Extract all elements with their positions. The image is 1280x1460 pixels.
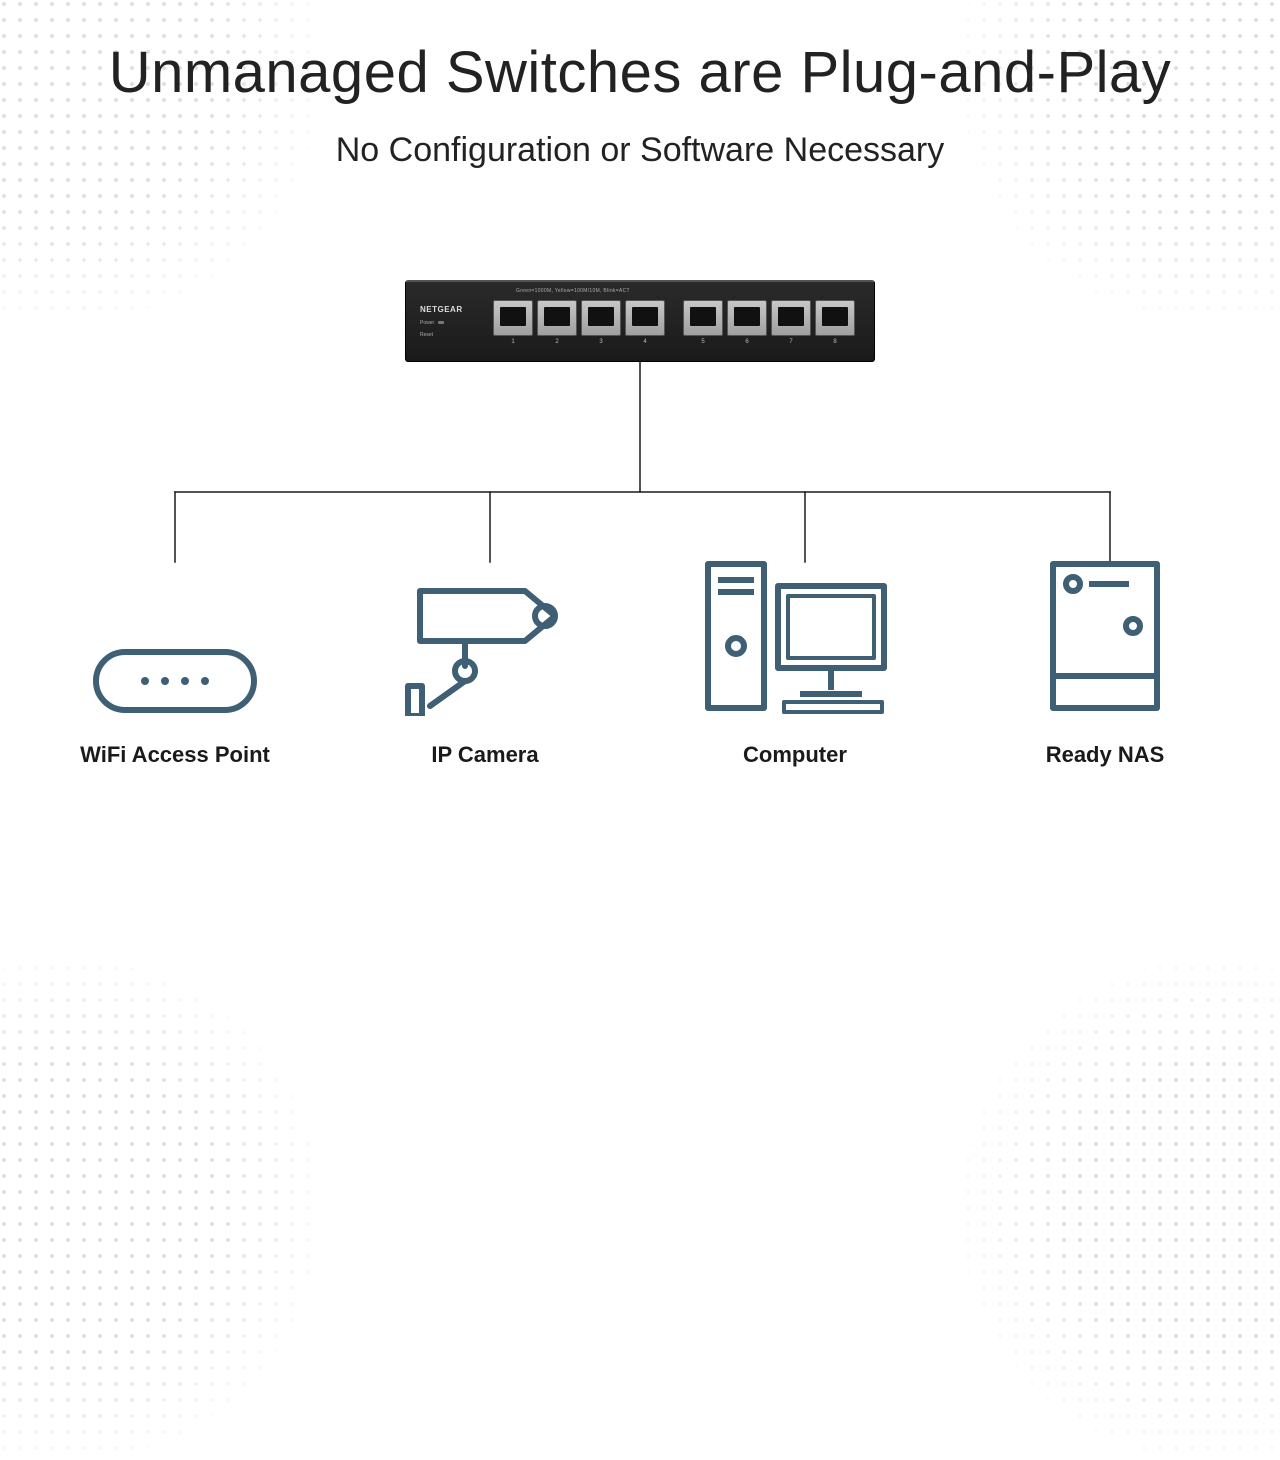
ethernet-port: 4 [625, 300, 665, 336]
switch-ports: 1 2 3 4 5 6 7 8 [484, 300, 864, 342]
switch-left-panel: NETGEAR Power Reset [416, 305, 484, 338]
page-subtitle: No Configuration or Software Necessary [336, 131, 945, 170]
node-label: Computer [743, 742, 847, 768]
reset-label: Reset [420, 332, 433, 338]
nodes-row: WiFi Access Point [0, 566, 1280, 768]
page-title: Unmanaged Switches are Plug-and-Play [109, 40, 1172, 107]
node-ready-nas: Ready NAS [1020, 566, 1190, 768]
node-label: Ready NAS [1046, 742, 1165, 768]
connector-tree [60, 362, 1220, 572]
infographic-root: Unmanaged Switches are Plug-and-Play No … [0, 0, 1280, 1280]
node-ip-camera: IP Camera [400, 566, 570, 768]
node-label: WiFi Access Point [80, 742, 270, 768]
power-led-icon [438, 321, 444, 324]
switch-brand: NETGEAR [420, 305, 463, 314]
node-wifi-access-point: WiFi Access Point [90, 566, 260, 768]
ethernet-port: 3 [581, 300, 621, 336]
switch-body: Green=1000M, Yellow=100M/10M, Blink=ACT … [405, 280, 875, 362]
ethernet-port: 5 [683, 300, 723, 336]
ethernet-port: 1 [493, 300, 533, 336]
power-label: Power [420, 320, 434, 326]
port-group: 1 2 3 4 [493, 300, 665, 336]
switch-legend: Green=1000M, Yellow=100M/10M, Blink=ACT [516, 288, 630, 294]
nas-icon [1045, 556, 1165, 716]
node-label: IP Camera [431, 742, 538, 768]
ethernet-port: 2 [537, 300, 577, 336]
ip-camera-icon [400, 566, 570, 716]
access-point-icon [90, 646, 260, 716]
computer-icon [700, 556, 890, 716]
ethernet-port: 7 [771, 300, 811, 336]
node-computer: Computer [710, 566, 880, 768]
switch-power-indicator: Power [420, 320, 444, 326]
ethernet-port: 8 [815, 300, 855, 336]
ethernet-port: 6 [727, 300, 767, 336]
network-switch: Green=1000M, Yellow=100M/10M, Blink=ACT … [405, 280, 875, 362]
port-group: 5 6 7 8 [683, 300, 855, 336]
